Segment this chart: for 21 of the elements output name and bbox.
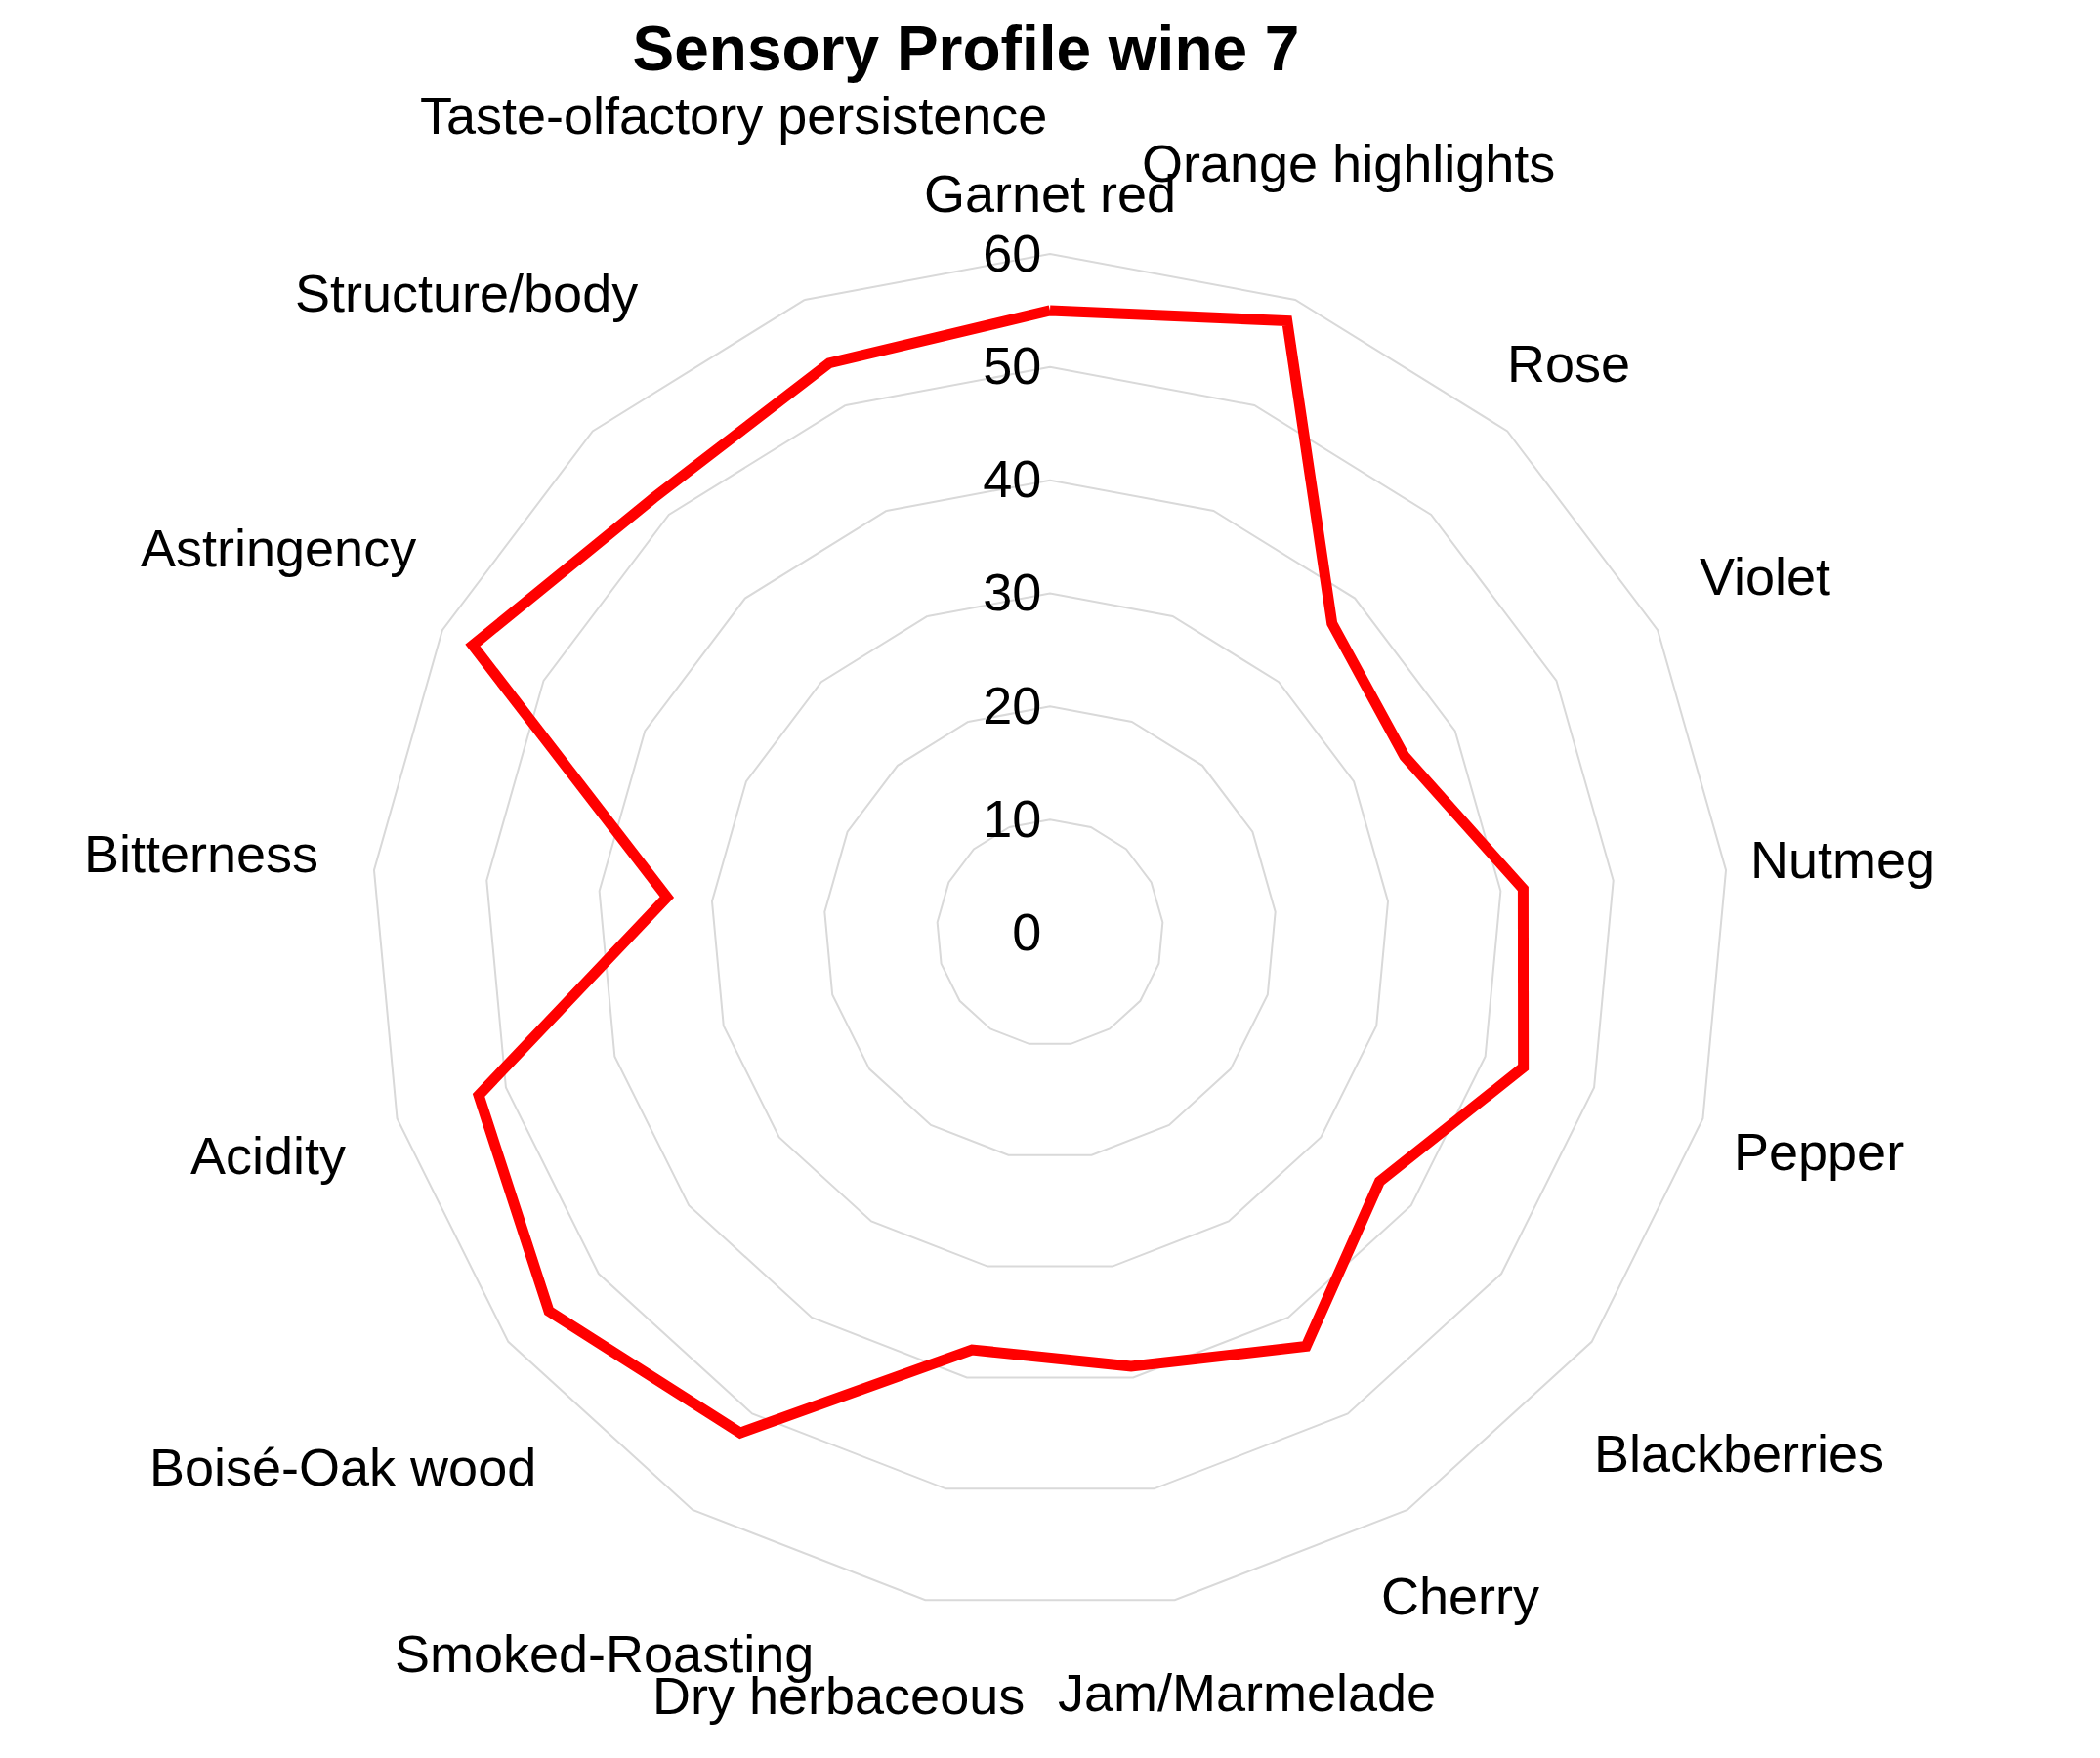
- spoke-label: Blackberries: [1594, 1424, 1885, 1483]
- y-tick-label: 60: [983, 223, 1042, 282]
- spoke-label: Rose: [1507, 334, 1631, 393]
- spoke-label: Boisé-Oak wood: [149, 1438, 537, 1496]
- y-tick-label: 0: [1012, 901, 1042, 961]
- spoke-label: Bitterness: [84, 824, 319, 883]
- spoke-label: Acidity: [190, 1126, 347, 1185]
- y-tick-label: 20: [983, 675, 1042, 734]
- spoke-label: Nutmeg: [1750, 830, 1936, 889]
- y-tick-label: 50: [983, 336, 1042, 396]
- spoke-label: Taste-olfactory persistence: [420, 86, 1048, 145]
- y-tick-label: 10: [983, 788, 1042, 848]
- y-tick-label: 30: [983, 563, 1042, 622]
- spoke-label: Pepper: [1734, 1122, 1905, 1181]
- y-tick-label: 40: [983, 449, 1042, 509]
- spoke-label: Violet: [1700, 547, 1831, 606]
- spoke-label: Jam/Marmelade: [1058, 1663, 1437, 1722]
- chart-title: Sensory Profile wine 7: [632, 13, 1300, 84]
- spoke-label: Structure/body: [295, 264, 639, 322]
- spoke-label: Cherry: [1381, 1567, 1540, 1625]
- spoke-label: Astringency: [141, 519, 417, 577]
